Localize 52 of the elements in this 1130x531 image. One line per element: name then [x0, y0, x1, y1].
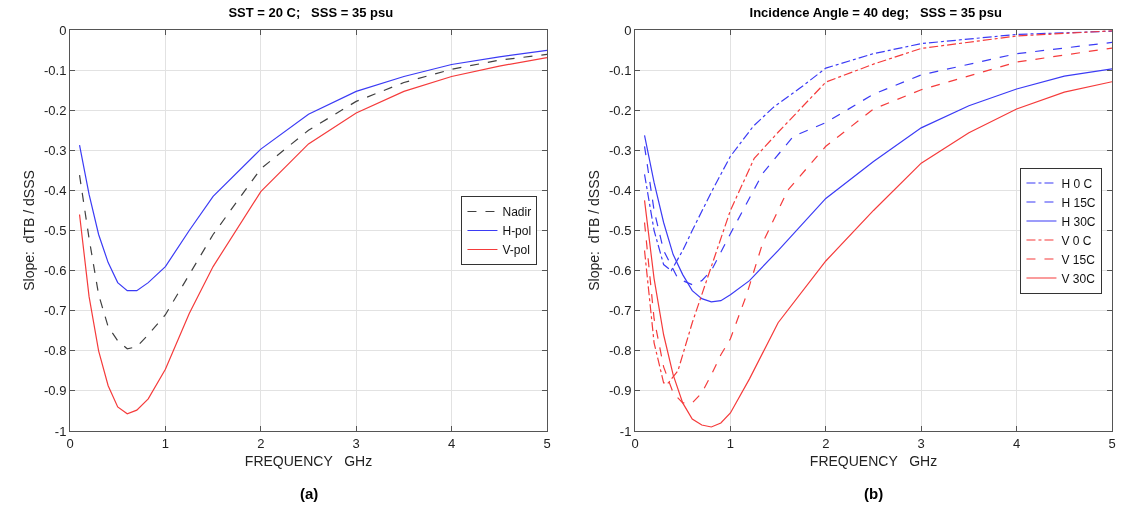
text: (a) [300, 485, 319, 502]
chart-title: Incidence Angle = 40 deg; SSS = 35 psu [749, 5, 1002, 21]
y-tick-label: -0.3 [43, 142, 67, 158]
legend-label: V 0 C [1061, 233, 1092, 248]
x-axis-title: FREQUENCY GHz [809, 452, 938, 469]
x-tick-label: 5 [1108, 435, 1116, 451]
x-axis-title: FREQUENCY GHz [244, 452, 373, 469]
y-axis-title: Slope: dTB / dSSS [20, 170, 37, 291]
x-tick-label: 1 [161, 435, 170, 451]
y-tick-label: -1 [54, 423, 67, 439]
y-tick-label: -0.4 [43, 182, 67, 198]
line-series [78, 53, 547, 350]
y-tick-label: -0.6 [43, 263, 67, 279]
y-tick-label: -0.1 [43, 62, 67, 78]
y-tick-label: -0.1 [608, 62, 632, 78]
y-tick-label: -0.4 [608, 182, 632, 198]
y-tick-label: 0 [59, 22, 67, 38]
x-tick-label: 4 [447, 435, 456, 451]
y-tick-label: -0.8 [43, 343, 67, 359]
legend-label: H 15C [1061, 195, 1096, 210]
y-tick-label: -1 [619, 423, 632, 439]
x-tick-label: 5 [543, 435, 551, 451]
legend-label: H-pol [502, 224, 532, 239]
legend-label: H 0 C [1061, 176, 1093, 191]
legend-label: V-pol [502, 243, 530, 258]
x-tick-label: 2 [257, 435, 265, 451]
y-tick-label: -0.9 [43, 383, 67, 399]
x-tick-label: 3 [352, 435, 360, 451]
legend-label: V 15C [1061, 252, 1096, 267]
legend-label: H 30C [1061, 214, 1096, 229]
x-tick-label: 1 [726, 435, 735, 451]
x-tick-label: 2 [822, 435, 830, 451]
y-tick-label: -0.8 [608, 343, 632, 359]
y-axis-title: Slope: dTB / dSSS [585, 170, 602, 291]
y-tick-label: -0.7 [43, 303, 67, 319]
y-tick-label: -0.2 [608, 102, 632, 118]
line-series [78, 49, 547, 292]
y-tick-label: -0.6 [608, 263, 632, 279]
legend-label: Nadir [502, 205, 532, 220]
y-tick-label: -0.3 [608, 142, 632, 158]
line-series [78, 57, 547, 415]
x-tick-label: 4 [1012, 435, 1021, 451]
chart-title: SST = 20 C; SSS = 35 psu [228, 5, 394, 21]
legend-label: V 30C [1061, 271, 1096, 286]
y-tick-label: -0.2 [43, 102, 67, 118]
x-tick-label: 3 [917, 435, 925, 451]
y-tick-label: -0.7 [608, 303, 632, 319]
y-tick-label: 0 [624, 22, 632, 38]
text: (b) [864, 485, 884, 502]
y-tick-label: -0.5 [608, 223, 632, 239]
y-tick-label: -0.5 [43, 223, 67, 239]
y-tick-label: -0.9 [608, 383, 632, 399]
